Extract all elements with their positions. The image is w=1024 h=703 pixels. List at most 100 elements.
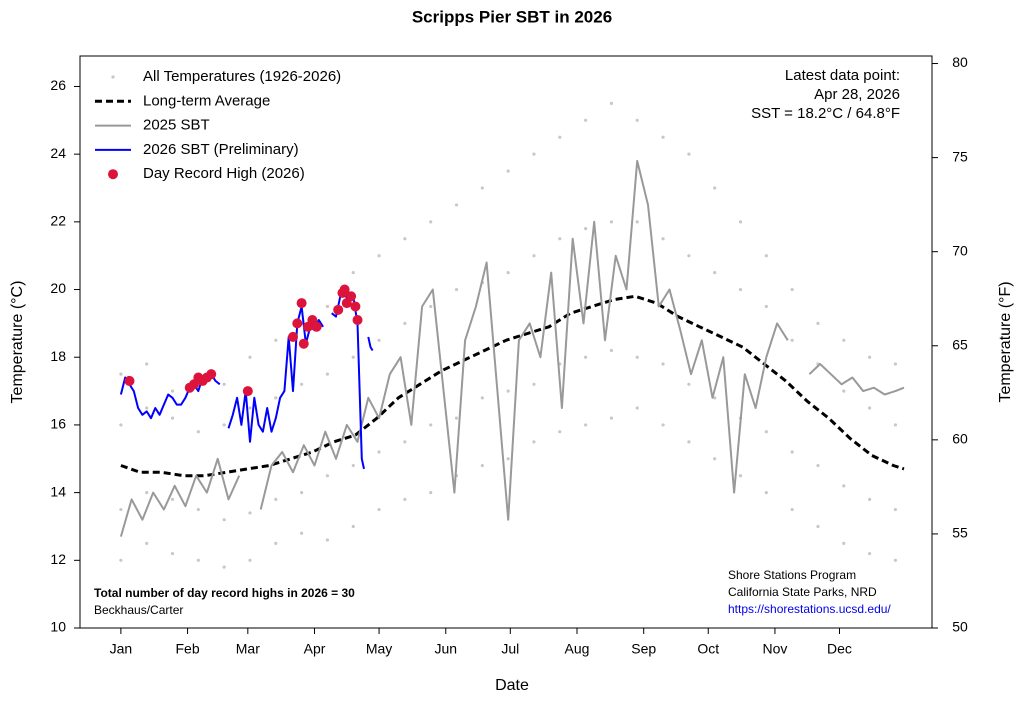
x-tick-label: Mar [236,641,260,657]
temperature-point [661,362,665,366]
temperature-point [842,541,846,545]
y-tick-label: 16 [50,416,66,432]
x-tick-label: May [366,641,392,657]
temperature-point [248,511,252,515]
temperature-point [609,416,614,420]
temperature-point [480,463,484,468]
temperature-point [738,287,743,292]
temperature-point [609,220,614,224]
record-point [292,318,303,329]
credit-link[interactable]: https://shorestations.ucsd.edu/ [728,602,891,616]
legend-label: 2025 SBT [143,117,210,134]
temperature-point [377,450,381,454]
temperature-point [893,423,898,427]
temperature-point [713,186,717,190]
temperature-point [248,406,252,410]
x-tick-label: Feb [176,641,200,657]
y-tick-label: 24 [50,145,66,161]
temperature-point [635,118,639,122]
author: Beckhaus/Carter [94,603,183,617]
temperature-point [480,396,484,400]
temperature-point [764,491,768,495]
temperature-point [403,497,407,501]
temperature-point [300,531,304,535]
temperature-point [196,558,200,562]
temperature-point [145,491,149,495]
temperature-point [351,463,355,468]
x-tick-label: Nov [762,641,787,657]
credit: Shore Stations Program [728,568,856,582]
temperature-point [635,406,639,410]
temperature-point [816,321,820,325]
temperature-point [584,423,588,427]
temperature-point [609,348,614,353]
y2-tick-label: 55 [952,525,968,541]
chart-title: Scripps Pier SBT in 2026 [412,7,612,26]
temperature-point [893,507,898,512]
series-line [119,291,374,470]
record-point [288,331,298,342]
temperature-point [893,362,898,366]
temperature-point [429,220,433,224]
temperature-point [325,372,330,376]
temperature-point [584,227,588,231]
temperature-point [893,558,898,562]
temperature-point [196,507,200,512]
legend-label: All Temperatures (1926-2026) [143,68,341,85]
temperature-point [403,237,407,241]
y-tick-label: 22 [50,213,66,229]
legend-label: Day Record High (2026) [143,165,305,182]
temperature-point [222,382,226,386]
temperature-point [351,271,355,275]
latest-annotation: Latest data point: [785,67,900,84]
temperature-point [713,396,717,400]
y2-tick-label: 70 [952,242,968,258]
temperature-point [661,423,665,427]
temperature-point [532,254,536,258]
temperature-point [738,220,743,224]
temperature-point [119,423,123,427]
x-tick-label: Jul [501,641,519,657]
legend-marker [111,75,115,79]
temperature-point [145,406,149,410]
temperature-point [842,338,846,342]
plot-area [119,101,905,569]
temperature-point [738,474,743,478]
temperature-point [687,382,691,386]
temperature-point [816,463,820,468]
temperature-point [377,507,381,512]
temperature-point [842,484,846,488]
temperature-point [454,287,459,292]
temperature-point [248,355,252,359]
temperature-point [790,507,794,512]
temperature-point [377,254,381,258]
y-tick-label: 14 [50,483,66,499]
record-point [339,284,350,295]
temperature-point [222,423,226,427]
legend-label: 2026 SBT (Preliminary) [143,141,299,158]
temperature-point [661,237,665,241]
temperature-point [351,524,355,529]
temperature-point [558,430,562,434]
temperature-point [170,416,175,420]
temperature-point [764,430,768,434]
series-line [120,294,905,478]
record-point [311,321,322,332]
temperature-point [635,220,639,224]
record-point [242,386,253,397]
record-point [350,301,361,312]
plot-frame [79,55,933,629]
temperature-point [429,304,433,309]
temperature-point [145,362,149,366]
temperature-point [584,118,588,122]
record-point [124,375,135,386]
temperature-point [170,497,175,501]
y-axis-label: Temperature (°C) [9,281,26,404]
temperature-point [609,101,614,105]
temperature-point [145,541,149,545]
temperature-point [429,423,433,427]
temperature-point [558,135,562,139]
temperature-point [532,440,536,444]
y-tick-label: 10 [50,619,66,635]
